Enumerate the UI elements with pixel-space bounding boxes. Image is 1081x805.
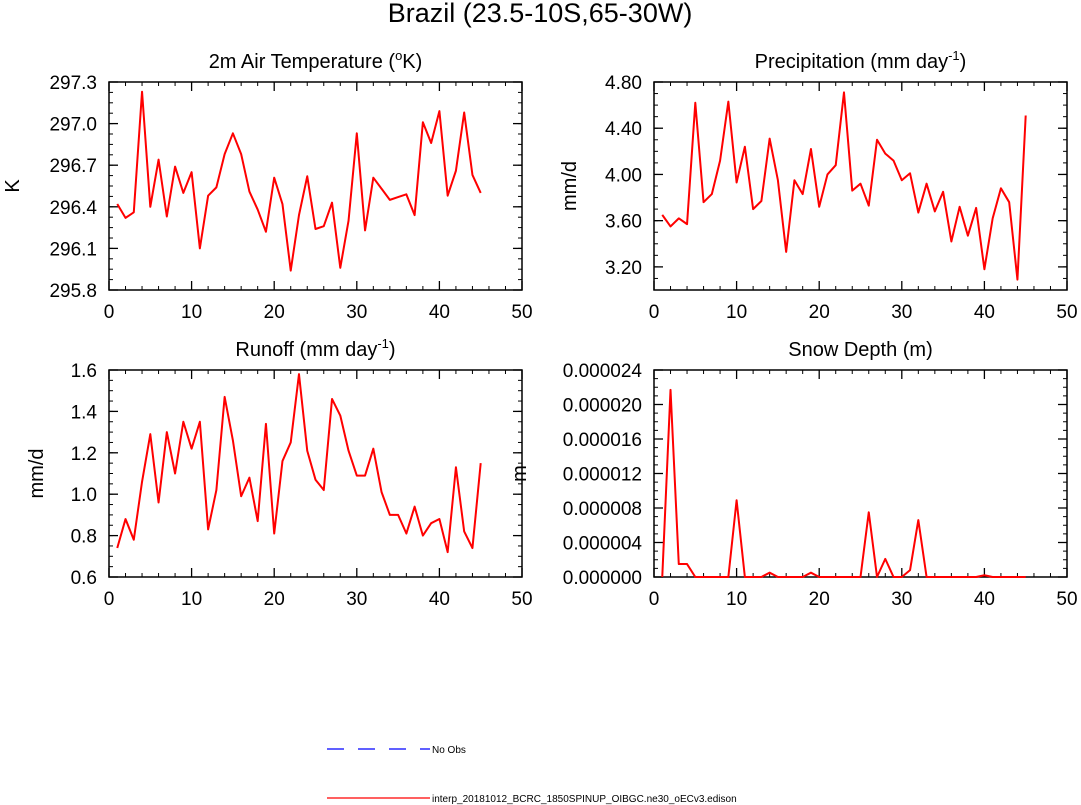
y-tick-label: 0.000008 (563, 499, 642, 520)
x-tick-label: 0 (104, 302, 115, 323)
x-tick-label: 0 (649, 589, 660, 610)
x-tick-label: 30 (346, 589, 367, 610)
y-tick-label: 0.8 (71, 527, 97, 548)
x-tick-label: 10 (181, 589, 202, 610)
x-tick-label: 20 (264, 302, 285, 323)
y-tick-label: 4.80 (605, 73, 642, 94)
y-tick-label: 296.4 (49, 198, 97, 219)
x-tick-label: 30 (891, 589, 912, 610)
y-tick-label: 0.000024 (563, 361, 643, 382)
x-tick-label: 10 (726, 302, 747, 323)
y-tick-label: 296.1 (49, 239, 97, 260)
y-tick-label: 297.3 (49, 73, 97, 94)
y-tick-label: 1.0 (71, 485, 97, 506)
plot-frame (108, 369, 523, 578)
x-tick-label: 0 (649, 302, 660, 323)
legend-label-1: No Obs (432, 745, 466, 756)
y-tick-label: 3.60 (605, 212, 642, 233)
y-axis-label: K (2, 179, 24, 193)
y-tick-label: 1.2 (71, 444, 97, 465)
x-tick-label: 40 (974, 302, 995, 323)
panel-1: 2m Air Temperature (oK) K 0 10 20 30 40 50 295.8… (2, 48, 533, 323)
panel-title: Snow Depth (m) (788, 339, 933, 361)
legend-label-2: interp_20181012_BCRC_1850SPINUP_OIBGC.ne… (432, 794, 737, 805)
panel-4: Snow Depth (m) m 0 10 20 30 40 50 0.000000 0.0000… (509, 339, 1078, 610)
x-tick-label: 10 (181, 302, 202, 323)
y-tick-label: 297.0 (49, 115, 97, 136)
legend: No Obs interp_20181012_BCRC_1850SPINUP_OI… (327, 745, 737, 805)
x-tick-label: 50 (511, 589, 532, 610)
y-tick-label: 0.000004 (563, 534, 643, 555)
x-tick-label: 10 (726, 589, 747, 610)
x-tick-label: 50 (1056, 302, 1077, 323)
x-tick-label: 40 (429, 302, 450, 323)
x-tick-label: 0 (104, 589, 115, 610)
y-tick-label: 0.000012 (563, 465, 642, 486)
x-tick-label: 50 (511, 302, 532, 323)
panel-3: Runoff (mm day-1) mm/d 0 10 20 30 40 50 0.6 0.8 1.… (26, 336, 533, 610)
y-tick-label: 4.00 (605, 165, 642, 186)
y-tick-label: 4.40 (605, 119, 642, 140)
y-tick-label: 295.8 (49, 281, 97, 302)
series-line (116, 90, 482, 272)
x-tick-label: 20 (809, 589, 830, 610)
series-line (661, 91, 1027, 281)
y-tick-label: 0.000016 (563, 430, 642, 451)
plot-frame (653, 369, 1068, 578)
y-tick-label: 296.7 (49, 156, 97, 177)
panel-title: Runoff (mm day-1) (235, 336, 395, 361)
series-line (116, 373, 482, 554)
x-tick-label: 30 (346, 302, 367, 323)
x-tick-label: 20 (809, 302, 830, 323)
y-axis-label: mm/d (26, 449, 48, 499)
x-tick-label: 40 (429, 589, 450, 610)
panel-title: Precipitation (mm day-1) (755, 48, 967, 73)
y-tick-label: 0.000000 (563, 568, 642, 589)
y-tick-label: 1.6 (71, 361, 97, 382)
y-axis-label: mm/d (559, 161, 581, 211)
y-tick-label: 0.000020 (563, 396, 642, 417)
figure-title: Brazil (23.5-10S,65-30W) (388, 0, 693, 28)
y-tick-label: 1.4 (71, 402, 98, 423)
x-tick-label: 40 (974, 589, 995, 610)
y-axis-label: m (509, 465, 531, 482)
series-line (661, 388, 1026, 578)
y-tick-label: 0.6 (71, 568, 97, 589)
panel-2: Precipitation (mm day-1) mm/d 0 10 20 30 40 50 3… (559, 48, 1078, 323)
x-tick-label: 50 (1056, 589, 1077, 610)
x-tick-label: 20 (264, 589, 285, 610)
x-tick-label: 30 (891, 302, 912, 323)
y-tick-label: 3.20 (605, 258, 642, 279)
panel-title: 2m Air Temperature (oK) (209, 48, 423, 73)
